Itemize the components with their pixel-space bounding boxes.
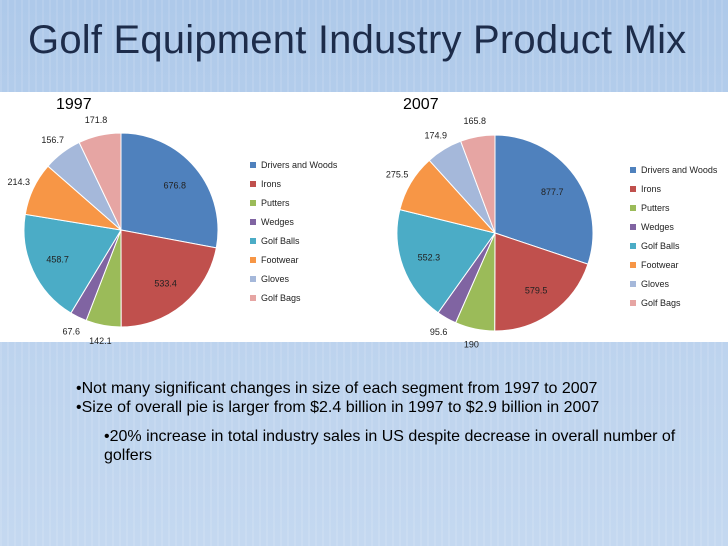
legend-item-1997-putters: Putters	[250, 198, 290, 208]
legend-swatch	[630, 167, 636, 173]
legend-label: Irons	[261, 179, 282, 189]
legend-swatch	[630, 243, 636, 249]
legend-label: Putters	[261, 198, 290, 208]
pie-slice-2007-drivers-and-woods	[494, 134, 594, 265]
chart-title-2007: 2007	[403, 96, 439, 113]
legend-item-2007-drivers-and-woods: Drivers and Woods	[630, 165, 717, 175]
legend-label: Drivers and Woods	[261, 160, 338, 170]
legend-swatch	[630, 205, 636, 211]
legend-label: Wedges	[261, 217, 294, 227]
legend-swatch	[630, 281, 636, 287]
legend-item-2007-golf-balls: Golf Balls	[630, 241, 680, 251]
pie-slice-2007-golf-balls	[396, 209, 496, 314]
legend-label: Footwear	[641, 260, 679, 270]
pie-slice-1997-drivers-and-woods	[120, 132, 219, 249]
legend-label: Irons	[641, 184, 662, 194]
data-label-1997-wedges: 67.6	[63, 326, 81, 336]
legend-label: Golf Balls	[641, 241, 680, 251]
legend-item-2007-putters: Putters	[630, 203, 670, 213]
sub-bullet: •20% increase in total industry sales in…	[104, 428, 676, 464]
legend-swatch	[250, 276, 256, 282]
legend-swatch	[250, 200, 256, 206]
legend-swatch	[630, 300, 636, 306]
legend-item-1997-drivers-and-woods: Drivers and Woods	[250, 160, 337, 170]
data-label-2007-golf-balls: 552.3	[418, 253, 441, 263]
pie-slice-2007-golf-bags	[460, 134, 496, 234]
bullet-list: •Not many significant changes in size of…	[76, 379, 599, 417]
legend-label: Wedges	[641, 222, 674, 232]
pie-slice-1997-irons	[120, 229, 217, 328]
legend-swatch	[250, 238, 256, 244]
legend-label: Gloves	[641, 279, 670, 289]
legend-item-2007-wedges: Wedges	[630, 222, 674, 232]
legend-swatch	[250, 181, 256, 187]
bullet-item: •Not many significant changes in size of…	[76, 380, 598, 397]
legend-item-2007-footwear: Footwear	[630, 260, 679, 270]
data-label-2007-drivers-and-woods: 877.7	[541, 187, 564, 197]
legend-item-1997-gloves: Gloves	[250, 274, 289, 284]
legend-label: Golf Bags	[261, 293, 301, 303]
legend-swatch	[630, 186, 636, 192]
legend-item-2007-irons: Irons	[630, 184, 661, 194]
data-label-1997-golf-bags: 171.8	[85, 115, 108, 125]
legend-swatch	[250, 295, 256, 301]
data-label-2007-putters: 190	[464, 340, 479, 350]
legend-item-2007-gloves: Gloves	[630, 279, 669, 289]
pie-slice-1997-golf-bags	[78, 132, 122, 231]
legend-item-2007-golf-bags: Golf Bags	[630, 298, 681, 308]
legend-item-1997-wedges: Wedges	[250, 217, 294, 227]
bullet-item: •Size of overall pie is larger from $2.4…	[76, 399, 600, 416]
legend-label: Golf Balls	[261, 236, 300, 246]
data-label-2007-wedges: 95.6	[430, 327, 448, 337]
legend-item-1997-irons: Irons	[250, 179, 281, 189]
legend-item-1997-golf-balls: Golf Balls	[250, 236, 300, 246]
data-label-1997-drivers-and-woods: 676.8	[163, 180, 186, 190]
data-label-1997-irons: 533.4	[154, 279, 177, 289]
data-label-1997-golf-balls: 458.7	[46, 254, 69, 264]
legend-label: Golf Bags	[641, 298, 681, 308]
legend-label: Putters	[641, 203, 670, 213]
chart-title-1997: 1997	[56, 96, 92, 113]
legend-item-1997-footwear: Footwear	[250, 255, 299, 265]
data-label-2007-irons: 579.5	[525, 285, 548, 295]
legend-label: Footwear	[261, 255, 299, 265]
slide-title: Golf Equipment Industry Product Mix	[28, 18, 687, 62]
legend-swatch	[250, 219, 256, 225]
legend-swatch	[630, 224, 636, 230]
data-label-2007-footwear: 275.5	[386, 170, 409, 180]
legend-label: Drivers and Woods	[641, 165, 718, 175]
legend-item-1997-golf-bags: Golf Bags	[250, 293, 301, 303]
pie-slice-2007-irons	[494, 232, 589, 332]
data-label-1997-gloves: 156.7	[41, 135, 64, 145]
legend-label: Gloves	[261, 274, 290, 284]
data-label-1997-putters: 142.1	[89, 336, 112, 346]
legend-swatch	[630, 262, 636, 268]
data-label-1997-footwear: 214.3	[8, 177, 31, 187]
legend-swatch	[250, 257, 256, 263]
data-label-2007-gloves: 174.9	[424, 131, 447, 141]
legend-swatch	[250, 162, 256, 168]
data-label-2007-golf-bags: 165.8	[463, 116, 486, 126]
pie-slice-1997-golf-balls	[23, 213, 122, 314]
